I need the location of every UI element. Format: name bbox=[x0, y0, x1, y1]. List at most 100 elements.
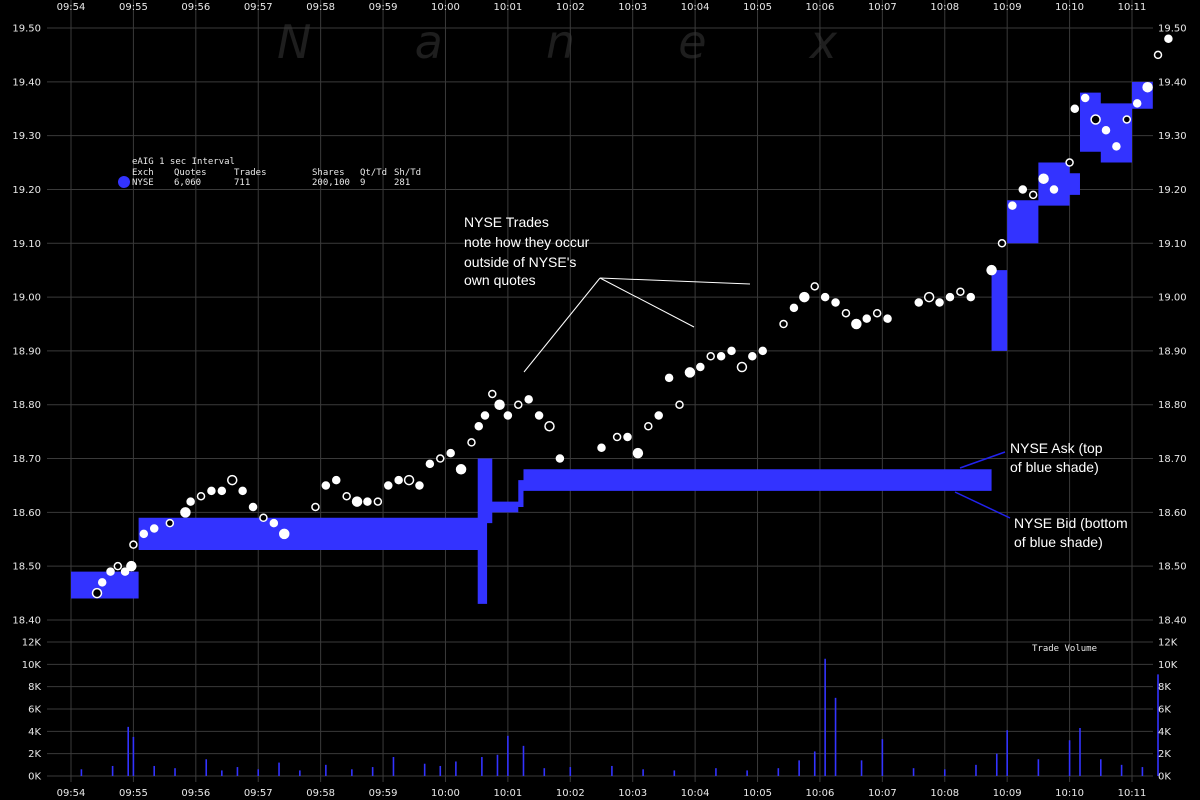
volume-tick-label-left: 4K bbox=[28, 727, 41, 738]
volume-tick-label-left: 0K bbox=[28, 772, 41, 783]
y-tick-label-left: 19.00 bbox=[12, 293, 41, 304]
legend-value: 711 bbox=[234, 178, 250, 188]
y-tick-label-right: 18.50 bbox=[1158, 562, 1187, 573]
trade-marker bbox=[986, 264, 997, 276]
trade-marker bbox=[810, 282, 819, 291]
trade-marker bbox=[524, 395, 533, 404]
volume-tick-label-right: 0K bbox=[1158, 772, 1171, 783]
trade-marker bbox=[534, 411, 544, 420]
trade-marker bbox=[696, 362, 705, 372]
y-tick-label-right: 19.30 bbox=[1158, 131, 1187, 142]
trade-marker bbox=[514, 400, 523, 409]
trade-marker bbox=[883, 314, 892, 323]
trade-marker bbox=[238, 486, 247, 496]
x-tick-label-top: 10:09 bbox=[993, 2, 1022, 13]
trade-marker bbox=[748, 352, 757, 361]
legend-value: 6,060 bbox=[174, 178, 201, 188]
trade-marker bbox=[914, 298, 924, 307]
y-tick-label-left: 18.90 bbox=[12, 346, 41, 357]
volume-bars bbox=[80, 658, 1159, 776]
x-tick-label-bottom: 10:01 bbox=[493, 788, 522, 799]
trade-marker bbox=[207, 486, 216, 496]
trade-marker bbox=[1080, 93, 1090, 103]
x-tick-label-bottom: 10:07 bbox=[868, 788, 897, 799]
y-tick-label-left: 18.50 bbox=[12, 562, 41, 573]
x-tick-label-top: 10:08 bbox=[930, 2, 959, 13]
trade-marker bbox=[165, 518, 175, 528]
x-tick-label-top: 09:59 bbox=[369, 2, 398, 13]
trade-marker bbox=[597, 443, 606, 453]
legend-value: 281 bbox=[394, 178, 410, 188]
trade-marker bbox=[736, 361, 748, 373]
x-tick-label-bottom: 09:57 bbox=[244, 788, 273, 799]
axis-tick-labels: 09:54 09:54 09:55 09:55 09:56 09:56 09:57 09:57… bbox=[12, 2, 1186, 799]
trade-marker bbox=[644, 422, 653, 431]
trade-marker bbox=[727, 346, 736, 356]
nyse-quote-band bbox=[71, 33, 1153, 604]
bid-note-line-2: of blue shade) bbox=[1014, 534, 1103, 550]
trade-marker bbox=[1018, 185, 1028, 194]
x-tick-label-top: 10:04 bbox=[681, 2, 710, 13]
y-tick-label-right: 19.00 bbox=[1158, 293, 1187, 304]
trade-marker bbox=[149, 524, 159, 533]
y-tick-label-right: 19.50 bbox=[1158, 24, 1187, 35]
x-tick-label-bottom: 09:59 bbox=[369, 788, 398, 799]
trade-marker bbox=[278, 528, 290, 540]
trade-marker bbox=[1028, 190, 1038, 200]
trade-marker bbox=[632, 447, 644, 459]
chart-grid bbox=[47, 0, 1153, 782]
trade-marker bbox=[1112, 142, 1121, 151]
x-tick-label-bottom: 09:58 bbox=[306, 788, 335, 799]
pointer-line bbox=[523, 277, 601, 373]
x-tick-label-top: 10:05 bbox=[743, 2, 772, 13]
trade-marker bbox=[997, 239, 1007, 248]
volume-title: Trade Volume bbox=[1032, 644, 1097, 654]
volume-tick-label-left: 6K bbox=[28, 705, 41, 716]
y-tick-label-right: 18.80 bbox=[1158, 400, 1187, 411]
bid-note-line-1: NYSE Bid (bottom bbox=[1014, 515, 1128, 531]
y-tick-label-right: 18.40 bbox=[1158, 616, 1187, 627]
nyse-legend-marker bbox=[118, 176, 130, 188]
ask-pointer-line bbox=[959, 451, 1006, 469]
y-tick-label-left: 18.70 bbox=[12, 454, 41, 465]
trade-marker bbox=[226, 474, 238, 486]
trade-marker bbox=[1122, 115, 1132, 124]
ask-note-line-1: NYSE Ask (top bbox=[1010, 440, 1103, 456]
trade-marker bbox=[446, 448, 455, 458]
trade-marker bbox=[841, 308, 851, 318]
y-tick-label-right: 19.10 bbox=[1158, 239, 1187, 250]
trade-marker bbox=[373, 497, 383, 506]
trade-marker bbox=[820, 292, 830, 302]
y-tick-label-left: 19.40 bbox=[12, 77, 41, 88]
trade-marker bbox=[186, 497, 195, 506]
trade-marker bbox=[488, 389, 497, 399]
x-tick-label-bottom: 10:00 bbox=[431, 788, 460, 799]
trade-marker bbox=[862, 314, 871, 323]
trade-marker bbox=[455, 464, 467, 475]
trade-marker bbox=[1101, 126, 1111, 135]
legend-header: Trades bbox=[234, 168, 267, 178]
trade-markers bbox=[91, 34, 1173, 599]
y-tick-label-right: 19.20 bbox=[1158, 185, 1187, 196]
trade-marker bbox=[106, 567, 115, 576]
annotation-bid: NYSE Bid (bottom of blue shade) bbox=[954, 491, 1128, 550]
x-tick-label-bottom: 09:55 bbox=[119, 788, 148, 799]
trade-marker bbox=[831, 298, 840, 307]
trade-marker bbox=[758, 346, 767, 356]
trade-marker bbox=[196, 491, 206, 501]
trade-marker bbox=[321, 481, 331, 490]
volume-tick-label-right: 2K bbox=[1158, 749, 1171, 760]
pointer-line bbox=[599, 277, 695, 328]
annotation-ask: NYSE Ask (top of blue shade) bbox=[959, 440, 1103, 475]
trade-marker bbox=[415, 481, 424, 490]
trade-marker bbox=[789, 303, 799, 313]
legend-header: Quotes bbox=[174, 168, 207, 178]
trade-marker bbox=[654, 411, 663, 420]
trade-marker bbox=[113, 561, 123, 571]
trades-note-line-1: NYSE Trades bbox=[464, 214, 549, 230]
trade-marker bbox=[248, 502, 258, 512]
trade-marker bbox=[1049, 185, 1059, 194]
x-tick-label-top: 09:57 bbox=[244, 2, 273, 13]
volume-tick-label-left: 8K bbox=[28, 682, 41, 693]
